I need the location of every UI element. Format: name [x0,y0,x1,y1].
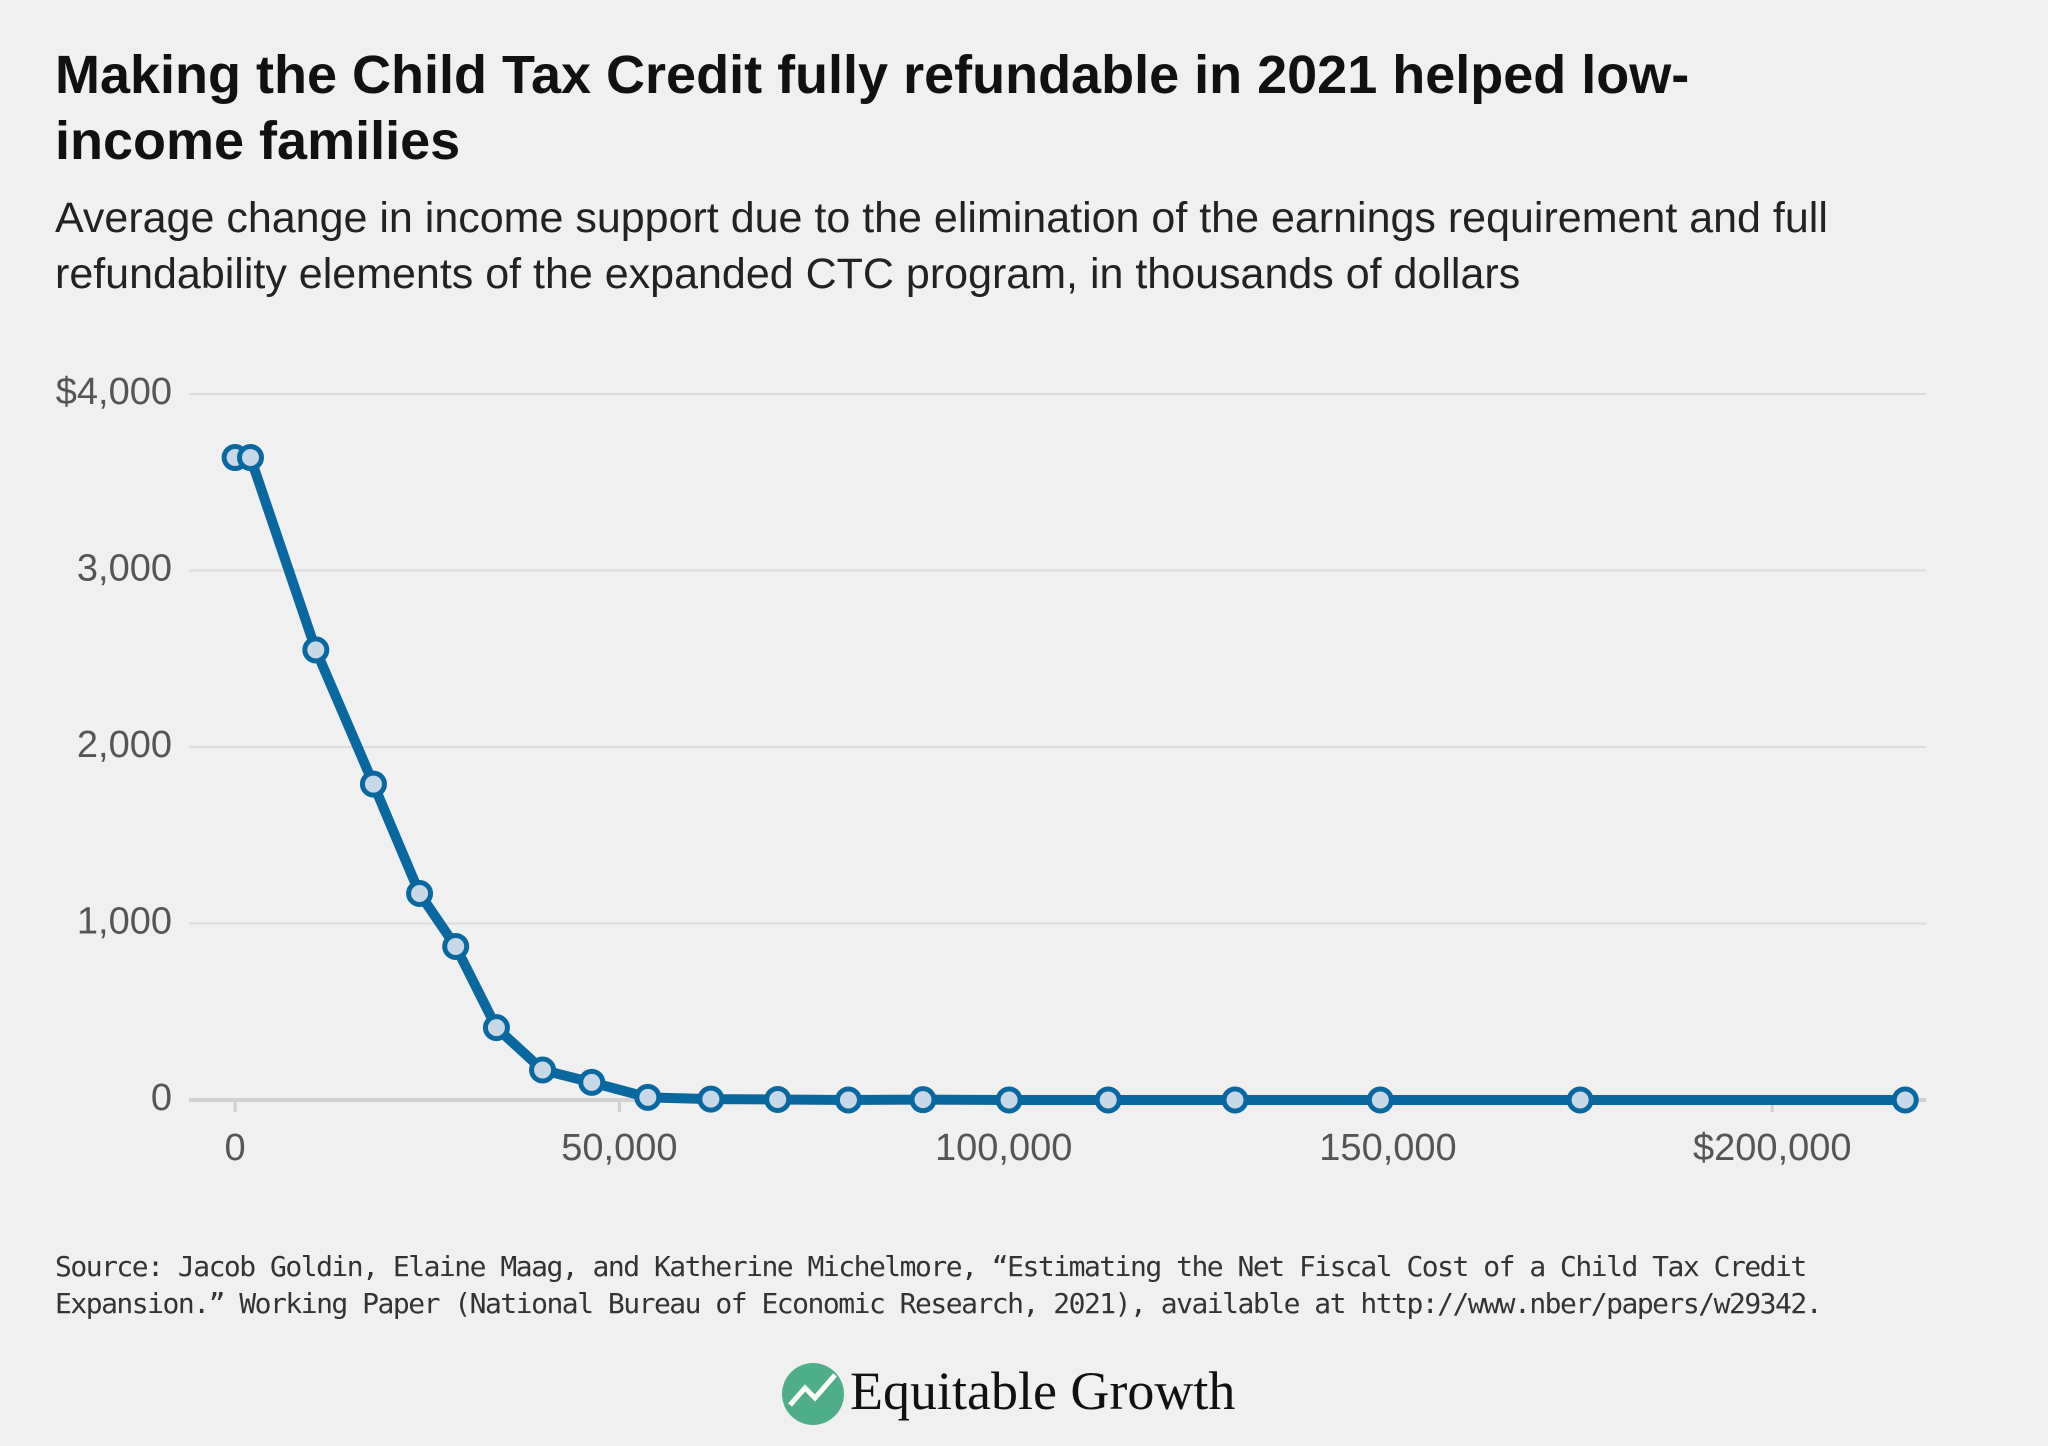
y-tick-label: 0 [151,1077,172,1119]
data-point [1566,1086,1594,1114]
y-tick-label: 2,000 [77,724,172,766]
data-point [834,1086,862,1114]
data-point [995,1086,1023,1114]
data-point [578,1068,606,1096]
chart-subtitle: Average change in income support due to … [55,194,1828,298]
logo-text: Equitable Growth [850,1361,1236,1421]
data-line [235,452,1906,1105]
data-point [634,1083,662,1111]
data-point [909,1086,937,1114]
data-point [1366,1086,1394,1114]
data-point [482,1014,510,1042]
y-tick-label: 1,000 [77,901,172,943]
data-point [236,444,264,472]
chart-title: Making the Child Tax Credit fully refund… [55,45,1690,171]
data-point [697,1085,725,1113]
logo-icon-line [788,1373,837,1407]
x-tick-label: 50,000 [561,1127,677,1169]
x-tick-label: 150,000 [1319,1127,1456,1169]
data-point [1094,1086,1122,1114]
x-tick-label: $200,000 [1693,1127,1852,1169]
data-point [1891,1086,1919,1114]
data-point [764,1085,792,1113]
data-point [359,770,387,798]
source-note: Source: Jacob Goldin, Elaine Maag, and K… [55,1250,1823,1320]
y-tick-label: 3,000 [77,548,172,590]
data-point [302,636,330,664]
x-tick-label: 0 [225,1127,246,1169]
data-point [442,932,470,960]
data-point [1221,1086,1249,1114]
y-tick-label: $4,000 [56,371,172,413]
data-point [529,1056,557,1084]
data-point [406,879,434,907]
x-tick-label: 100,000 [935,1127,1072,1169]
